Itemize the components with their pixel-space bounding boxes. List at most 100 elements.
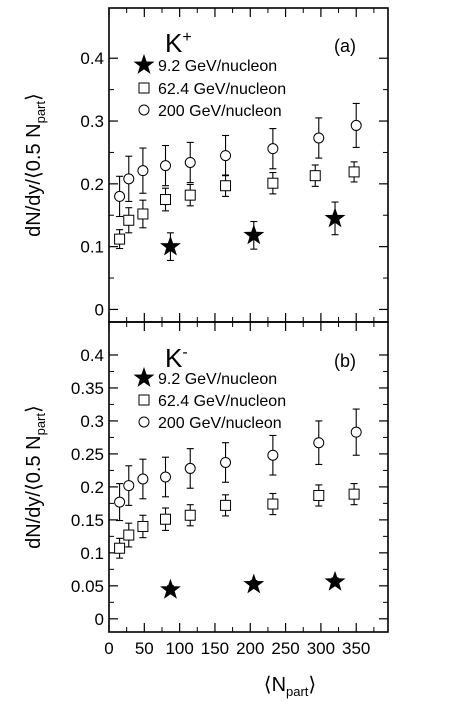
data-point-square (267, 177, 279, 189)
data-point-star (159, 578, 181, 599)
data-point-circle (313, 437, 325, 449)
x-tick-label: 300 (307, 639, 335, 658)
y-axis-title-sub: part (33, 101, 48, 124)
legend-entry: 62.4 GeV/nucleon (138, 81, 286, 98)
x-tick-label: 100 (165, 639, 193, 658)
x-tick-label: 200 (236, 639, 264, 658)
data-point-circle (114, 190, 126, 202)
legend-marker-star (133, 54, 155, 74)
data-point-star (243, 573, 265, 594)
data-point-circle (220, 456, 232, 468)
data-point-square (220, 499, 232, 511)
data-point-square (220, 180, 232, 192)
panel-tag: (a) (334, 36, 356, 56)
legend-marker-star (133, 367, 155, 387)
data-point-square (313, 489, 325, 501)
y-axis-title-close: ⟩ (23, 405, 45, 413)
y-tick-label: 0 (95, 300, 104, 319)
legend-entry: 9.2 GeV/nucleon (133, 54, 277, 75)
y-tick-label: 0.35 (71, 379, 104, 398)
data-point-circle (220, 150, 232, 162)
x-tick-label: 250 (271, 639, 299, 658)
x-tick-label: 0 (104, 639, 113, 658)
data-point-star (159, 235, 181, 256)
data-point-star (243, 224, 265, 245)
panel-a-kplus: 0 0.1 0.2 0.3 0.4 K+ (a) 9.2 GeV/nucleon 62.4 Ge… (23, 7, 389, 323)
data-point-square (123, 529, 135, 541)
x-tick-label: 350 (342, 639, 370, 658)
data-point-square (160, 513, 172, 525)
data-point-circle (350, 119, 362, 131)
y-axis-title: dN/dy/⟨0.5 Npart⟩ (23, 405, 48, 549)
particle-symbol: K (165, 343, 183, 373)
data-point-square (348, 488, 360, 500)
y-tick-label: 0 (95, 610, 104, 629)
data-point-circle (137, 473, 149, 485)
legend-entry: 200 GeV/nucleon (138, 415, 282, 432)
data-point-star (324, 207, 346, 228)
series-circle (114, 102, 362, 218)
data-point-circle (350, 426, 362, 438)
data-point-square (137, 208, 149, 220)
y-axis-title-sub: part (33, 413, 48, 436)
data-point-circle (123, 480, 135, 492)
particle-label: K+ (165, 28, 192, 58)
legend-marker-square (138, 394, 150, 406)
legend-entry: 200 GeV/nucleon (138, 103, 282, 120)
y-tick-label: 0.15 (71, 511, 104, 530)
particle-charge: + (182, 29, 191, 46)
y-tick-label: 0.3 (80, 412, 104, 431)
y-axis-title-close: ⟩ (23, 93, 45, 101)
plot-frame (108, 321, 389, 633)
data-point-circle (267, 449, 279, 461)
y-tick-label: 0.4 (80, 346, 104, 365)
data-point-square (309, 170, 321, 182)
legend-marker-square (138, 82, 150, 94)
data-point-circle (267, 143, 279, 155)
y-tick-label: 0.3 (80, 112, 104, 131)
data-point-square (123, 214, 135, 226)
panel-tag: (b) (334, 351, 356, 371)
data-point-circle (184, 462, 196, 474)
y-tick-label: 0.05 (71, 577, 104, 596)
legend-entry: 62.4 GeV/nucleon (138, 393, 286, 410)
y-tick-label: 0.1 (80, 238, 104, 257)
x-axis-title-close: ⟩ (308, 674, 316, 696)
legend-label: 9.2 GeV/nucleon (158, 58, 277, 75)
data-point-circle (114, 496, 126, 508)
data-point-circle (137, 165, 149, 177)
y-tick-label: 0.25 (71, 445, 104, 464)
data-point-square (267, 498, 279, 510)
particle-charge: - (182, 344, 187, 361)
data-point-square (114, 542, 126, 554)
data-point-square (137, 520, 149, 532)
data-point-circle (313, 132, 325, 144)
particle-symbol: K (165, 28, 183, 58)
legend-label: 9.2 GeV/nucleon (158, 371, 277, 388)
data-point-square (348, 166, 360, 178)
particle-label: K- (165, 343, 188, 373)
legend-entry: 9.2 GeV/nucleon (133, 367, 277, 388)
y-axis-title: dN/dy/⟨0.5 Npart⟩ (23, 93, 48, 237)
data-point-star (324, 570, 346, 591)
x-axis-title: ⟨Npart⟩ (264, 674, 316, 699)
data-point-square (184, 189, 196, 201)
legend-label: 200 GeV/nucleon (158, 103, 282, 120)
x-tick-label: 50 (135, 639, 154, 658)
y-tick-label: 0.1 (80, 544, 104, 563)
legend-label: 62.4 GeV/nucleon (158, 81, 286, 98)
data-point-circle (160, 471, 172, 483)
panel-b-kminus: 0 0.05 0.1 0.15 0.2 0.25 0.3 0.35 0.4 0 50 100 150 20… (23, 321, 389, 699)
data-point-circle (123, 173, 135, 185)
x-axis-title-sub: part (286, 684, 309, 699)
legend-label: 200 GeV/nucleon (158, 415, 282, 432)
y-tick-label: 0.4 (80, 49, 104, 68)
data-point-circle (184, 156, 196, 168)
series-square (114, 161, 360, 250)
series-circle (114, 408, 362, 522)
y-tick-label: 0.2 (80, 175, 104, 194)
data-point-circle (160, 160, 172, 172)
y-axis-title-main: dN/dy/⟨0.5 N (23, 435, 45, 548)
legend-label: 62.4 GeV/nucleon (158, 393, 286, 410)
